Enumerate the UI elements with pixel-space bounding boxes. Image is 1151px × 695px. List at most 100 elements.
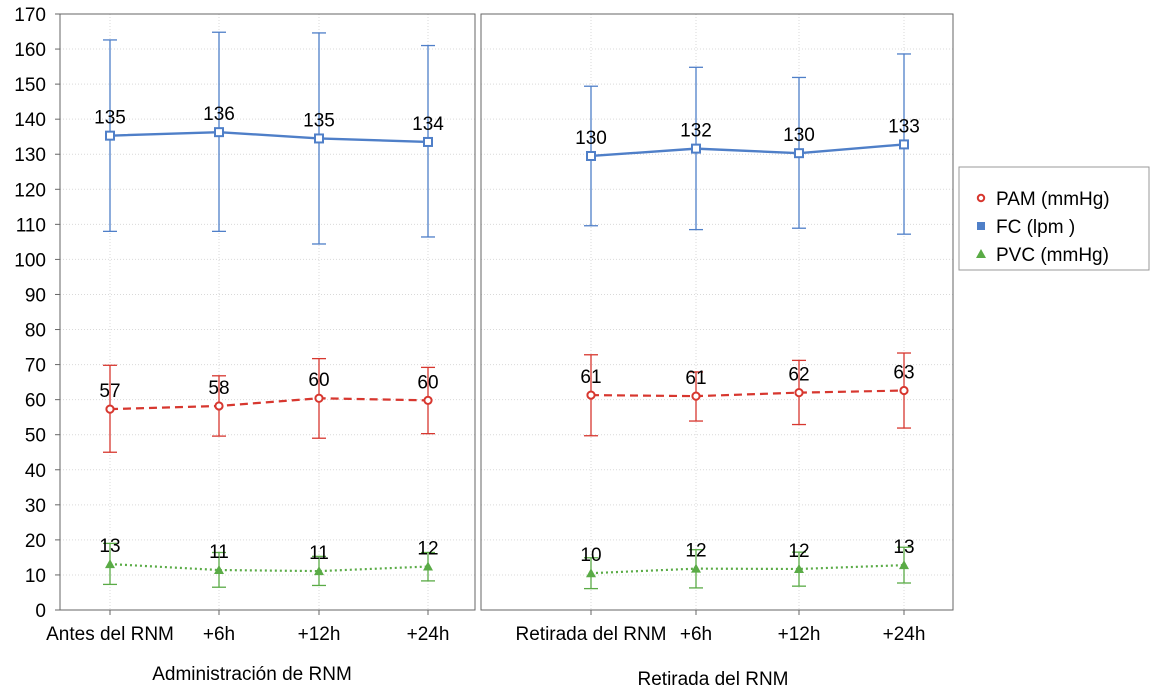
y-tick-label: 170 bbox=[14, 5, 46, 26]
y-tick-label: 110 bbox=[16, 215, 46, 236]
data-label: 63 bbox=[893, 363, 914, 384]
series-line bbox=[590, 564, 905, 575]
y-tick-label: 30 bbox=[25, 496, 46, 517]
data-label: 13 bbox=[99, 536, 120, 557]
data-point bbox=[214, 401, 224, 411]
data-label: 136 bbox=[203, 104, 235, 125]
series-line bbox=[590, 389, 905, 398]
x-tick-label: +12h bbox=[298, 624, 341, 645]
data-point bbox=[314, 566, 324, 576]
x-tick-label: Retirada del RNM bbox=[516, 624, 667, 645]
series-circle: 57 58 60 60 bbox=[99, 357, 439, 453]
series-triangle: 13 11 11 12 bbox=[99, 536, 439, 588]
data-label: 10 bbox=[580, 545, 601, 566]
data-point bbox=[105, 559, 115, 569]
data-label: 57 bbox=[99, 381, 120, 402]
data-point bbox=[586, 150, 596, 161]
data-label: 62 bbox=[788, 365, 809, 386]
panel-2: 61 61 62 63 130 132 130 133 10 12 12 13 bbox=[480, 13, 954, 615]
series-line bbox=[590, 143, 905, 158]
data-point bbox=[314, 393, 324, 403]
data-point bbox=[691, 143, 701, 154]
y-tick-label: 90 bbox=[25, 285, 46, 306]
legend-label: PVC (mmHg) bbox=[996, 245, 1109, 266]
y-tick-label: 150 bbox=[14, 75, 46, 96]
x-tick-label: +6h bbox=[680, 624, 712, 645]
legend-marker bbox=[976, 193, 986, 203]
data-point bbox=[691, 563, 701, 573]
group-label: Administración de RNM bbox=[152, 664, 352, 685]
data-point bbox=[691, 391, 701, 401]
y-tick-label: 0 bbox=[35, 601, 46, 622]
data-point bbox=[314, 133, 324, 144]
x-tick-label: +12h bbox=[778, 624, 821, 645]
data-label: 133 bbox=[888, 116, 920, 137]
data-label: 12 bbox=[417, 539, 438, 560]
y-tick-label: 140 bbox=[14, 110, 46, 131]
y-tick-label: 50 bbox=[25, 426, 46, 447]
data-label: 135 bbox=[303, 110, 335, 131]
series-line bbox=[109, 562, 429, 573]
data-label: 130 bbox=[575, 128, 607, 149]
y-tick-label: 10 bbox=[25, 566, 46, 587]
data-label: 12 bbox=[685, 541, 706, 562]
data-point bbox=[899, 560, 909, 570]
series-line bbox=[109, 130, 429, 144]
data-point bbox=[214, 565, 224, 575]
data-label: 11 bbox=[209, 542, 229, 563]
panel-1: 57 58 60 60 135 136 135 134 13 11 11 12 bbox=[59, 13, 476, 615]
data-point bbox=[794, 148, 804, 159]
y-tick-label: 130 bbox=[14, 145, 46, 166]
x-tick-label: Antes del RNM bbox=[46, 624, 174, 645]
legend-label: FC (lpm ) bbox=[996, 217, 1075, 238]
axis-labels: Antes del RNM +6h +12h +24h Administración d… bbox=[14, 5, 925, 690]
y-tick-label: 160 bbox=[14, 40, 46, 61]
data-label: 12 bbox=[788, 541, 809, 562]
y-tick-label: 40 bbox=[25, 461, 46, 482]
data-label: 61 bbox=[580, 367, 601, 388]
data-label: 11 bbox=[309, 543, 329, 564]
data-label: 58 bbox=[208, 378, 229, 399]
legend-label: PAM (mmHg) bbox=[996, 189, 1110, 210]
legend: PAM (mmHg) FC (lpm ) PVC (mmHg) bbox=[958, 166, 1150, 271]
data-point bbox=[899, 385, 909, 396]
y-tick-label: 120 bbox=[14, 180, 46, 201]
data-point bbox=[899, 139, 909, 150]
data-point bbox=[794, 388, 804, 398]
y-tick-label: 60 bbox=[25, 391, 46, 412]
x-tick-label: +24h bbox=[407, 624, 450, 645]
plot-frame bbox=[480, 13, 954, 611]
series-circle: 61 61 62 63 bbox=[580, 352, 915, 437]
data-label: 60 bbox=[417, 372, 438, 393]
legend-marker bbox=[976, 249, 986, 258]
data-label: 130 bbox=[783, 125, 815, 146]
y-tick-label: 20 bbox=[25, 531, 46, 552]
data-point bbox=[423, 136, 433, 147]
x-tick-label: +6h bbox=[203, 624, 235, 645]
data-label: 60 bbox=[308, 370, 329, 391]
data-point bbox=[214, 127, 224, 138]
data-point bbox=[586, 390, 596, 400]
plot-frame bbox=[59, 13, 476, 611]
data-point bbox=[586, 568, 596, 578]
data-label: 13 bbox=[893, 537, 914, 558]
legend-marker bbox=[977, 222, 985, 230]
data-point bbox=[423, 561, 433, 571]
series-line bbox=[109, 397, 429, 411]
series-square: 135 136 135 134 bbox=[94, 31, 444, 245]
data-label: 135 bbox=[94, 108, 126, 129]
y-tick-label: 100 bbox=[14, 250, 46, 271]
data-label: 61 bbox=[685, 368, 706, 389]
series-triangle: 10 12 12 13 bbox=[580, 537, 915, 590]
legend-box bbox=[958, 166, 1150, 271]
y-tick-label: 70 bbox=[25, 356, 46, 377]
series-square: 130 132 130 133 bbox=[575, 53, 920, 235]
data-label: 132 bbox=[680, 121, 712, 142]
x-tick-label: +24h bbox=[883, 624, 926, 645]
data-point bbox=[423, 395, 433, 405]
data-point bbox=[794, 563, 804, 573]
data-point bbox=[105, 130, 115, 141]
data-point bbox=[105, 404, 115, 414]
group-label: Retirada del RNM bbox=[638, 669, 789, 690]
